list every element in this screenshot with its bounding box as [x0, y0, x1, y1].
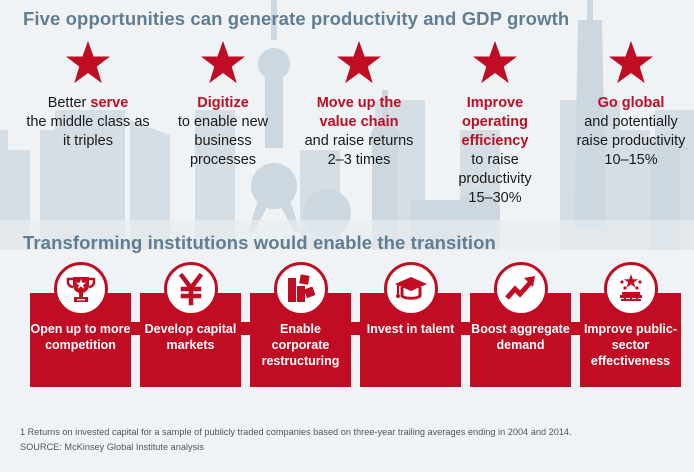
- footnote-note: 1 Returns on invested capital for a samp…: [20, 427, 572, 437]
- icon-badge: [383, 262, 438, 316]
- yen-icon: [178, 272, 203, 306]
- star-icon: [66, 40, 110, 84]
- institution-label: Invest in talent: [366, 322, 455, 336]
- institution-label: Enable corporate restructuring: [261, 322, 340, 368]
- institution-competition: Open up to more competition: [30, 262, 131, 387]
- institution-label: Improve public-sector effectiveness: [583, 322, 678, 368]
- star-icon: [201, 40, 245, 84]
- china-emblem-icon: [619, 274, 642, 301]
- opportunity-go-global: Go global and potentially raise producti…: [566, 40, 694, 170]
- institution-label: Boost aggregate demand: [471, 322, 570, 352]
- icon-badge: [493, 262, 548, 316]
- institution-label: Develop capital markets: [144, 322, 237, 352]
- opportunity-highlight: Move up the value chain: [316, 95, 402, 130]
- opportunity-digitize: Digitize to enable new business processe…: [158, 40, 288, 170]
- trend-arrow-up-icon: [504, 276, 535, 300]
- icon-badge: [273, 262, 328, 316]
- footnote-source: SOURCE: McKinsey Global Institute analys…: [20, 442, 204, 452]
- institution-capital-markets: Develop capital markets: [140, 262, 241, 387]
- restructuring-blocks-icon: [287, 274, 315, 302]
- opportunity-description: the middle class as it triples: [26, 114, 150, 149]
- opportunities-heading: Five opportunities can generate producti…: [23, 8, 570, 29]
- institution-corporate-restructuring: Enable corporate restructuring: [250, 262, 351, 387]
- institution-talent: Invest in talent: [360, 262, 461, 387]
- icon-badge: [163, 262, 218, 316]
- opportunity-value-chain: Move up the value chain and raise return…: [294, 40, 424, 170]
- opportunity-description: and raise returns 2–3 times: [304, 133, 414, 168]
- institution-public-sector: Improve public-sector effectiveness: [580, 262, 681, 387]
- institutions-heading: Transforming institutions would enable t…: [23, 232, 496, 253]
- opportunity-highlight: Digitize: [197, 95, 249, 111]
- star-icon: [609, 40, 653, 84]
- graduation-cap-icon: [394, 277, 427, 300]
- icon-badge: [53, 262, 108, 316]
- opportunity-prefix: Better: [47, 95, 91, 111]
- institution-aggregate-demand: Boost aggregate demand: [470, 262, 571, 387]
- institution-label: Open up to more competition: [30, 322, 131, 352]
- opportunity-description: to raise productivity 15–30%: [458, 152, 532, 206]
- opportunity-highlight: Go global: [597, 95, 665, 111]
- opportunity-highlight: serve: [90, 95, 129, 111]
- trophy-icon: [66, 277, 95, 302]
- opportunity-operating-efficiency: Improve operating efficiency to raise pr…: [430, 40, 560, 208]
- icon-badge: [603, 262, 658, 316]
- footnote: 1 Returns on invested capital for a samp…: [20, 425, 680, 455]
- institutions-row: Open up to more competition Develop capi…: [30, 262, 681, 392]
- opportunity-serve-middle-class: Better serve the middle class as it trip…: [23, 40, 153, 151]
- city-skyline-background: [0, 0, 694, 250]
- opportunity-description: and potentially raise productivity 10–15…: [576, 114, 686, 168]
- opportunity-highlight: Improve operating efficiency: [461, 95, 529, 149]
- star-icon: [473, 40, 517, 84]
- opportunity-description: to enable new business processes: [177, 114, 269, 168]
- star-icon: [337, 40, 381, 84]
